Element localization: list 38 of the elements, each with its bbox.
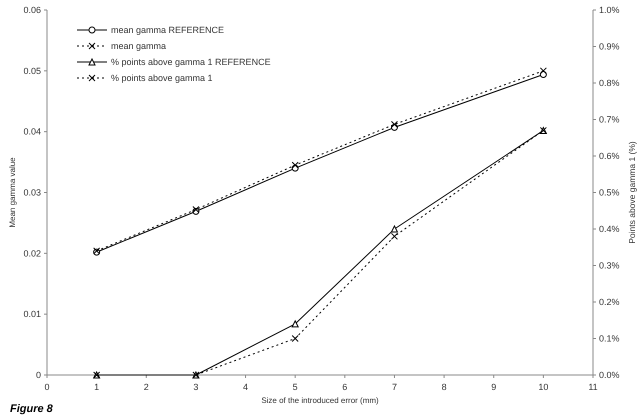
x-tick-label: 1 <box>94 382 100 392</box>
y2-tick-label: 0.3% <box>599 260 620 270</box>
x-tick-label: 8 <box>442 382 447 392</box>
x-tick-label: 0 <box>44 382 50 392</box>
y-tick-label: 0.03 <box>23 188 41 198</box>
legend-label: % points above gamma 1 <box>111 73 213 83</box>
y2-tick-label: 0.9% <box>599 42 620 52</box>
legend-label: mean gamma <box>111 41 166 51</box>
y2-tick-label: 0.5% <box>599 188 620 198</box>
y-tick-label: 0.02 <box>23 248 41 258</box>
legend-label: % points above gamma 1 REFERENCE <box>111 57 271 67</box>
x-tick-label: 6 <box>342 382 348 392</box>
y2-tick-label: 0.2% <box>599 297 620 307</box>
x-tick-label: 10 <box>538 382 548 392</box>
legend-label: mean gamma REFERENCE <box>111 25 224 35</box>
x-tick-label: 11 <box>588 382 598 392</box>
x-tick-label: 9 <box>491 382 496 392</box>
y2-tick-label: 0.0% <box>599 370 620 380</box>
y2-tick-label: 0.6% <box>599 151 620 161</box>
y-tick-label: 0.05 <box>23 66 41 76</box>
y2-tick-label: 1.0% <box>599 5 620 15</box>
y-tick-label: 0.01 <box>23 309 41 320</box>
caption: Figure 8 <box>10 403 54 415</box>
y-axis-title: Mean gamma value <box>8 156 17 228</box>
x-axis-title: Size of the introduced error (mm) <box>261 396 380 405</box>
y2-tick-label: 0.8% <box>599 78 620 88</box>
x-tick-label: 3 <box>193 382 198 392</box>
y2-tick-label: 0.4% <box>599 224 620 234</box>
x-tick-label: 2 <box>144 382 149 392</box>
y2-axis-title: Points above gamma 1 (%) <box>627 141 637 244</box>
x-tick-label: 4 <box>243 382 248 392</box>
x-tick-label: 7 <box>392 382 397 392</box>
y-tick-label: 0.04 <box>23 126 41 137</box>
y-tick-label: 0 <box>36 370 41 380</box>
y2-tick-label: 0.1% <box>599 334 620 344</box>
x-tick-label: 5 <box>292 382 298 392</box>
y-tick-label: 0.06 <box>23 5 41 15</box>
y2-tick-label: 0.7% <box>599 114 620 124</box>
